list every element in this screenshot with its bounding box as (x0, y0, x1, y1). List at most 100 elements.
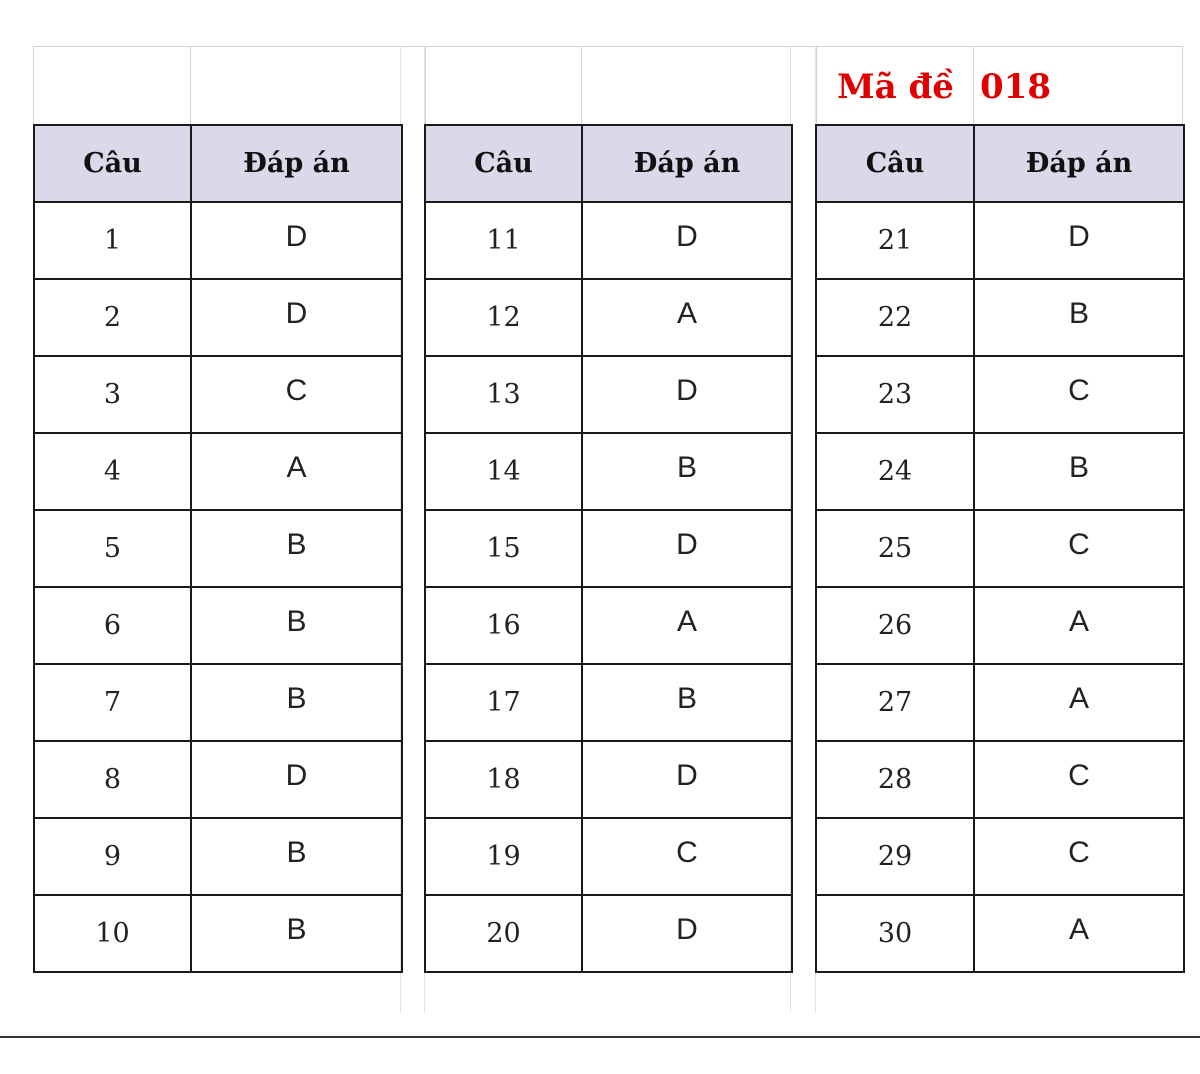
question-header: Câu (424, 124, 583, 203)
question-number: 24 (815, 432, 975, 511)
question-number: 1 (33, 201, 192, 280)
column-gap (790, 46, 816, 1012)
exam-code-label: Mã đề (837, 67, 954, 107)
question-number: 20 (424, 894, 583, 973)
table-row: 10 B (33, 894, 403, 973)
question-number: 28 (815, 740, 975, 819)
question-number: 30 (815, 894, 975, 973)
question-number: 15 (424, 509, 583, 588)
table-row: 19 C (424, 817, 793, 896)
answer-letter: D (581, 740, 793, 819)
question-number: 17 (424, 663, 583, 742)
answer-letter: B (581, 432, 793, 511)
question-number: 8 (33, 740, 192, 819)
table-row: 26 A (815, 586, 1185, 665)
blank-cell (33, 47, 190, 126)
question-number: 13 (424, 355, 583, 434)
question-number: 23 (815, 355, 975, 434)
answer-letter: A (190, 432, 403, 511)
answer-letter: A (973, 894, 1185, 973)
blank-cell (581, 47, 790, 126)
answer-letter: B (973, 432, 1185, 511)
answer-table-2: Câu Đáp án 11 D 12 A 13 D 14 B 15 D 16 A 17 B 1… (424, 124, 793, 973)
answer-letter: D (973, 201, 1185, 280)
answer-table-3: Câu Đáp án 21 D 22 B 23 C 24 B 25 C 26 A 27 A 2… (815, 124, 1185, 973)
answer-letter: D (190, 201, 403, 280)
table-row: 11 D (424, 201, 793, 280)
answer-letter: D (190, 740, 403, 819)
table-row: 27 A (815, 663, 1185, 742)
question-number: 5 (33, 509, 192, 588)
question-number: 16 (424, 586, 583, 665)
table-row: 25 C (815, 509, 1185, 588)
question-number: 26 (815, 586, 975, 665)
table-row: 15 D (424, 509, 793, 588)
answer-header: Đáp án (973, 124, 1185, 203)
table-row: 13 D (424, 355, 793, 434)
question-header: Câu (33, 124, 192, 203)
question-number: 12 (424, 278, 583, 357)
answer-letter: A (973, 663, 1185, 742)
answer-letter: B (581, 663, 793, 742)
sheet-top-strip: Mã đề 018 (33, 46, 1183, 126)
table-row: 17 B (424, 663, 793, 742)
question-number: 11 (424, 201, 583, 280)
question-number: 19 (424, 817, 583, 896)
code-value-cell: 018 (973, 47, 1183, 126)
table-row: 18 D (424, 740, 793, 819)
answer-letter: C (581, 817, 793, 896)
answer-letter: D (581, 894, 793, 973)
table-row: 21 D (815, 201, 1185, 280)
answer-letter: B (190, 586, 403, 665)
answer-letter: D (190, 278, 403, 357)
question-number: 2 (33, 278, 192, 357)
table-row: 16 A (424, 586, 793, 665)
question-header: Câu (815, 124, 975, 203)
answer-letter: C (973, 740, 1185, 819)
question-number: 21 (815, 201, 975, 280)
answer-letter: B (190, 894, 403, 973)
table-row: 29 C (815, 817, 1185, 896)
table-header-row: Câu Đáp án (815, 124, 1185, 203)
table-row: 28 C (815, 740, 1185, 819)
bottom-divider (0, 1036, 1200, 1038)
question-number: 14 (424, 432, 583, 511)
answer-letter: B (190, 663, 403, 742)
table-row: 24 B (815, 432, 1185, 511)
question-number: 9 (33, 817, 192, 896)
answer-header: Đáp án (190, 124, 403, 203)
question-number: 10 (33, 894, 192, 973)
column-gap (400, 46, 425, 1012)
answer-letter: C (973, 355, 1185, 434)
table-row: 20 D (424, 894, 793, 973)
answer-letter: C (973, 817, 1185, 896)
question-number: 29 (815, 817, 975, 896)
question-number: 4 (33, 432, 192, 511)
blank-cell (190, 47, 400, 126)
blank-cell (425, 47, 581, 126)
table-row: 12 A (424, 278, 793, 357)
answer-letter: B (973, 278, 1185, 357)
table-header-row: Câu Đáp án (33, 124, 403, 203)
question-number: 18 (424, 740, 583, 819)
question-number: 25 (815, 509, 975, 588)
answer-header: Đáp án (581, 124, 793, 203)
question-number: 3 (33, 355, 192, 434)
question-number: 6 (33, 586, 192, 665)
table-row: 30 A (815, 894, 1185, 973)
answer-letter: A (581, 278, 793, 357)
answer-letter: C (973, 509, 1185, 588)
answer-letter: B (190, 509, 403, 588)
answer-letter: D (581, 201, 793, 280)
answer-letter: A (973, 586, 1185, 665)
question-number: 22 (815, 278, 975, 357)
question-number: 27 (815, 663, 975, 742)
answer-letter: A (581, 586, 793, 665)
